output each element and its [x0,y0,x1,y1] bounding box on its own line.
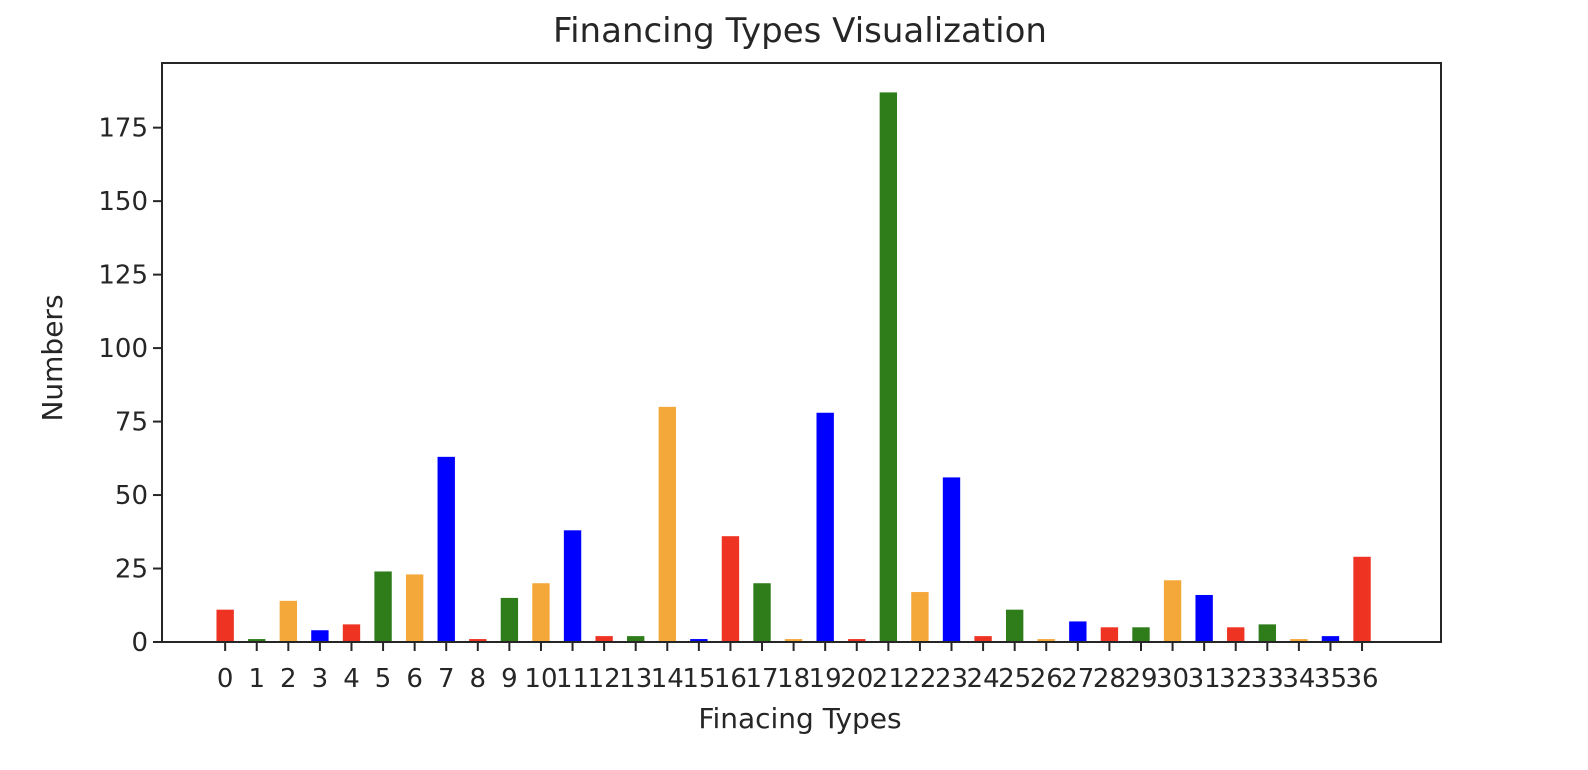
bar-31 [1195,594,1213,642]
bar-35 [1321,636,1340,642]
x-tick-label: 35 [1314,664,1347,694]
bar-36 [1353,556,1371,642]
y-tick-label: 175 [98,114,148,144]
bar-23 [942,477,961,642]
x-tick-label: 19 [809,664,842,694]
bar-20 [848,639,866,642]
x-tick-label: 2 [280,664,297,694]
x-tick-label: 14 [651,664,684,694]
bar-32 [1227,627,1245,642]
x-tick-label: 31 [1188,664,1221,694]
bar-11 [563,530,582,642]
x-tick-label: 5 [375,664,392,694]
y-tick-label: 0 [131,628,148,658]
chart-title: Financing Types Visualization [553,11,1047,51]
y-tick-label: 125 [98,261,148,291]
x-tick-label: 7 [438,664,455,694]
bar-12 [595,636,613,642]
x-tick-label: 18 [777,664,810,694]
bar-25 [1005,609,1024,642]
bar-1 [248,639,266,642]
y-axis: 0 25 50 75 100 125 150 175 [98,114,162,658]
x-tick-label: 20 [840,664,873,694]
bar-21 [879,92,898,642]
bar-30 [1163,580,1182,642]
x-tick-label: 15 [682,664,715,694]
x-tick-label: 30 [1156,664,1189,694]
bar-18 [784,639,803,642]
bar-7 [437,456,455,642]
bar-2 [279,600,298,642]
bar-29 [1132,627,1150,642]
x-tick-label: 23 [935,664,968,694]
x-tick-label: 17 [745,664,778,694]
bar-6 [405,574,424,642]
bar-16 [721,536,740,642]
x-tick-label: 33 [1251,664,1284,694]
bar-9 [500,597,519,642]
x-tick-label: 22 [903,664,936,694]
x-tick-label: 36 [1346,664,1379,694]
bar-27 [1069,621,1087,642]
bar-13 [627,636,645,642]
x-tick-label: 24 [967,664,1000,694]
x-tick-label: 1 [248,664,265,694]
y-tick-label: 75 [115,408,148,438]
x-tick-label: 29 [1124,664,1157,694]
bar-28 [1100,627,1119,642]
bar-10 [532,583,550,642]
y-tick-label: 50 [115,481,148,511]
bar-19 [816,412,834,642]
x-tick-label: 16 [714,664,747,694]
bar-24 [974,636,992,642]
x-tick-label: 10 [524,664,557,694]
bar-5 [374,571,392,642]
bar-0 [216,609,234,642]
x-axis-label: Finacing Types [698,702,901,735]
x-axis: 0 1 2 3 4 5 6 7 8 9 101112131415161718192021222324… [217,642,1379,694]
x-tick-label: 34 [1282,664,1315,694]
plot-area [216,92,1371,642]
x-tick-label: 27 [1061,664,1094,694]
x-tick-label: 28 [1093,664,1126,694]
x-tick-label: 13 [619,664,652,694]
x-tick-label: 32 [1219,664,1252,694]
plot-frame [161,62,1442,643]
bar-3 [311,630,329,642]
x-tick-label: 3 [312,664,329,694]
bar-15 [690,639,708,642]
bar-4 [342,624,361,642]
y-tick-label: 100 [98,334,148,364]
x-tick-label: 0 [217,664,234,694]
x-tick-label: 25 [998,664,1031,694]
bar-34 [1290,639,1308,642]
x-tick-label: 21 [872,664,905,694]
x-tick-label: 12 [588,664,621,694]
x-tick-label: 6 [406,664,423,694]
y-tick-label: 25 [115,555,148,585]
x-tick-label: 4 [343,664,360,694]
bar-17 [753,583,771,642]
bar-22 [911,592,929,642]
y-axis-label: Numbers [36,294,69,421]
x-tick-label: 9 [501,664,518,694]
bar-8 [469,639,487,642]
bar-33 [1258,624,1276,642]
bar-14 [658,406,676,642]
x-tick-label: 26 [1030,664,1063,694]
x-tick-label: 11 [556,664,589,694]
y-tick-label: 150 [98,187,148,217]
x-tick-label: 8 [470,664,487,694]
bar-26 [1037,639,1055,642]
